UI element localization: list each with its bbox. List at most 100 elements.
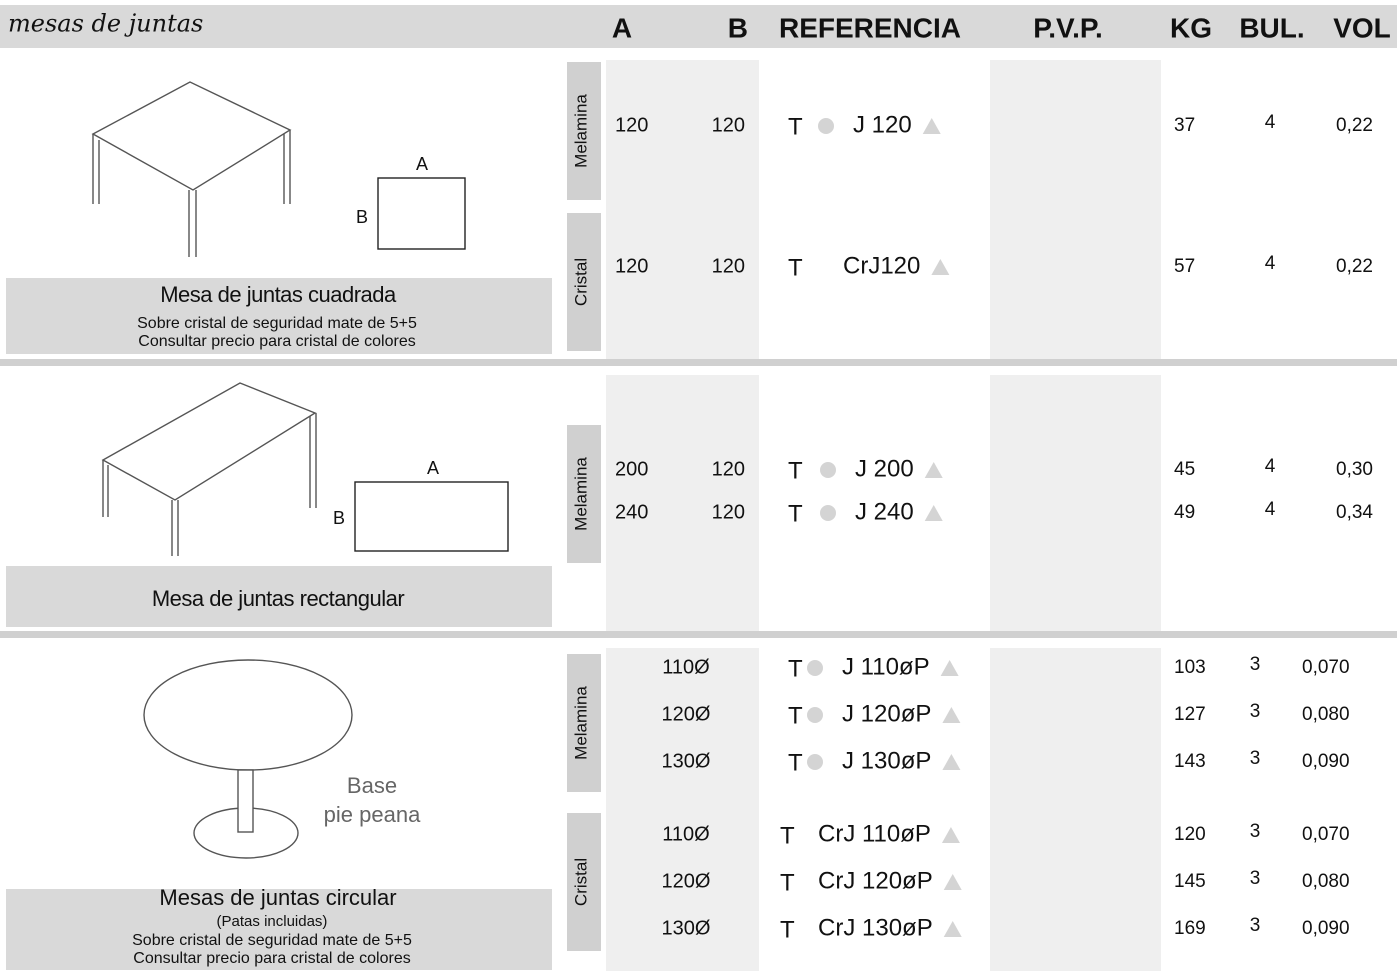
dim-a: 200 bbox=[615, 458, 648, 480]
kg: 145 bbox=[1174, 871, 1206, 892]
ref-prefix: T bbox=[788, 702, 803, 729]
finish-triangle bbox=[944, 874, 962, 890]
dimension-label: B bbox=[356, 207, 368, 227]
column-bg bbox=[990, 60, 1161, 360]
ref-prefix: T bbox=[780, 822, 795, 849]
base-label: pie peana bbox=[324, 802, 421, 827]
finish-dot bbox=[807, 754, 823, 770]
bul: 3 bbox=[1250, 701, 1261, 722]
finish-dot bbox=[820, 505, 836, 521]
caption-note: Consultar precio para cristal de colores bbox=[138, 333, 415, 350]
reference: J 200 bbox=[855, 455, 914, 482]
finish-triangle bbox=[941, 660, 959, 676]
column-bg bbox=[990, 375, 1161, 632]
separator bbox=[0, 359, 1397, 366]
ref-prefix: T bbox=[780, 869, 795, 896]
dimension-label: A bbox=[416, 154, 428, 174]
rect-table-drawing bbox=[103, 383, 508, 556]
vol: 0,090 bbox=[1302, 918, 1350, 939]
dim-a: 120 bbox=[615, 114, 648, 136]
column-bg bbox=[606, 60, 759, 360]
column-header: A bbox=[612, 12, 632, 43]
group-label: Melamina bbox=[571, 94, 590, 168]
caption: Mesa de juntas cuadrada bbox=[160, 282, 397, 307]
diameter: 130Ø bbox=[662, 750, 711, 772]
column-header: BUL. bbox=[1239, 12, 1304, 43]
caption-note: Sobre cristal de seguridad mate de 5+5 bbox=[137, 315, 417, 332]
dim-a: 240 bbox=[615, 501, 648, 523]
reference: CrJ 130øP bbox=[818, 914, 933, 941]
caption-note: Sobre cristal de seguridad mate de 5+5 bbox=[132, 932, 412, 949]
ref-prefix: T bbox=[788, 457, 803, 484]
caption-note: Consultar precio para cristal de colores bbox=[133, 950, 410, 967]
caption-note: (Patas incluidas) bbox=[217, 913, 328, 930]
reference: J 120 bbox=[853, 111, 912, 138]
bul: 4 bbox=[1265, 253, 1276, 274]
kg: 127 bbox=[1174, 704, 1206, 725]
finish-dot bbox=[820, 462, 836, 478]
dim-a: 120 bbox=[615, 255, 648, 277]
group-label: Melamina bbox=[571, 686, 590, 760]
caption: Mesas de juntas circular bbox=[159, 885, 396, 910]
diameter: 110Ø bbox=[662, 823, 709, 845]
bul: 4 bbox=[1265, 456, 1276, 477]
finish-triangle bbox=[923, 118, 941, 134]
dim-b: 120 bbox=[712, 458, 745, 480]
vol: 0,22 bbox=[1336, 256, 1373, 277]
kg: 143 bbox=[1174, 751, 1206, 772]
kg: 120 bbox=[1174, 824, 1206, 845]
dimension-label: B bbox=[333, 508, 345, 528]
finish-triangle bbox=[942, 754, 960, 770]
finish-triangle bbox=[942, 827, 960, 843]
page-title: mesas de juntas bbox=[8, 10, 203, 38]
column-header: VOL bbox=[1333, 12, 1391, 43]
finish-triangle bbox=[925, 462, 943, 478]
diameter: 110Ø bbox=[662, 656, 709, 678]
kg: 103 bbox=[1174, 657, 1206, 678]
kg: 57 bbox=[1174, 256, 1195, 277]
caption: Mesa de juntas rectangular bbox=[152, 586, 405, 611]
kg: 169 bbox=[1174, 918, 1206, 939]
vol: 0,070 bbox=[1302, 657, 1350, 678]
group-label: Cristal bbox=[571, 258, 590, 306]
column-header: KG bbox=[1170, 12, 1212, 43]
finish-triangle bbox=[931, 259, 949, 275]
reference: J 120øP bbox=[842, 700, 931, 727]
vol: 0,080 bbox=[1302, 871, 1350, 892]
square-table-drawing bbox=[93, 82, 465, 257]
dimension-label: A bbox=[427, 458, 439, 478]
vol: 0,090 bbox=[1302, 751, 1350, 772]
reference: CrJ 110øP bbox=[818, 820, 931, 847]
column-header: B bbox=[728, 12, 748, 43]
finish-triangle bbox=[942, 707, 960, 723]
bul: 3 bbox=[1250, 868, 1261, 889]
ref-prefix: T bbox=[788, 113, 803, 140]
vol: 0,070 bbox=[1302, 824, 1350, 845]
bul: 3 bbox=[1250, 654, 1261, 675]
base-label: Base bbox=[347, 773, 397, 798]
reference: J 130øP bbox=[842, 747, 931, 774]
ref-prefix: T bbox=[788, 500, 803, 527]
finish-dot bbox=[818, 118, 834, 134]
finish-triangle bbox=[925, 505, 943, 521]
separator bbox=[0, 631, 1397, 638]
bul: 3 bbox=[1250, 748, 1261, 769]
round-table-drawing bbox=[144, 660, 352, 858]
bul: 4 bbox=[1265, 499, 1276, 520]
column-header: REFERENCIA bbox=[779, 12, 961, 43]
kg: 45 bbox=[1174, 459, 1195, 480]
reference: CrJ120 bbox=[843, 252, 920, 279]
bul: 3 bbox=[1250, 915, 1261, 936]
kg: 37 bbox=[1174, 115, 1195, 136]
finish-triangle bbox=[944, 921, 962, 937]
vol: 0,22 bbox=[1336, 115, 1373, 136]
ref-prefix: T bbox=[788, 749, 803, 776]
vol: 0,080 bbox=[1302, 704, 1350, 725]
ref-prefix: T bbox=[788, 655, 803, 682]
vol: 0,30 bbox=[1336, 459, 1373, 480]
reference: J 240 bbox=[855, 498, 914, 525]
vol: 0,34 bbox=[1336, 502, 1373, 523]
column-header: P.V.P. bbox=[1033, 12, 1103, 43]
bul: 4 bbox=[1265, 112, 1276, 133]
ref-prefix: T bbox=[788, 254, 803, 281]
